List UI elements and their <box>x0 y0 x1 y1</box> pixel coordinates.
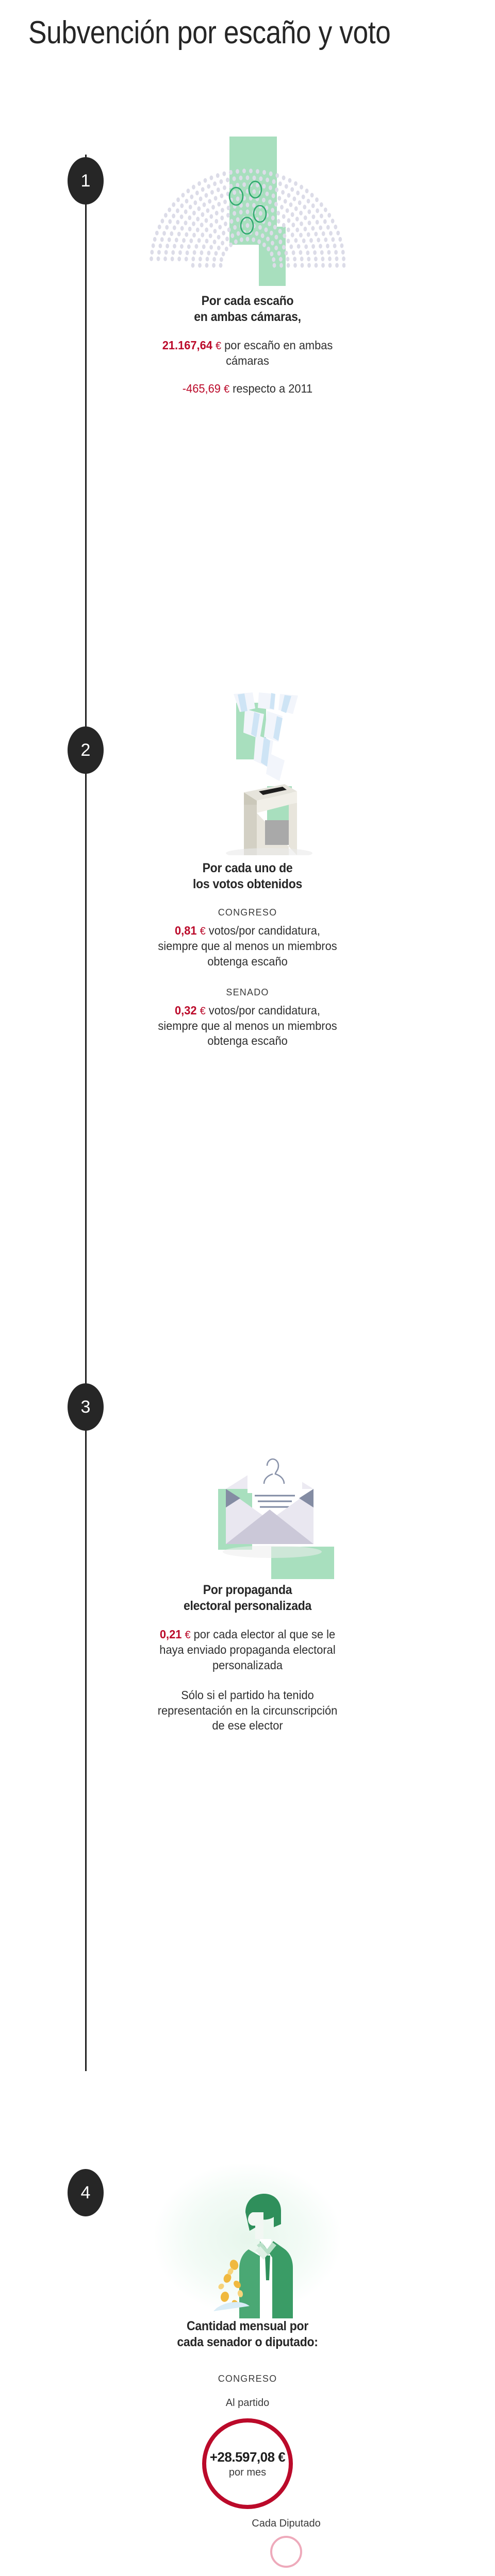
step-1-heading-line1: Por cada escaño <box>201 294 294 308</box>
step-bullet-1: 1 <box>68 157 104 205</box>
step-4-congreso-party-circle: +28.597,08 € por mes <box>202 2418 293 2509</box>
hemicycle-seats-icon <box>150 168 345 268</box>
step-2-senado-text: votos/por candidatura, siempre que al me… <box>158 1003 337 1048</box>
step-2-block: Por cada uno de los votos obtenidos CONG… <box>150 685 345 1049</box>
step-1-delta-currency: € <box>223 383 230 395</box>
envelope-letter-illustration <box>150 1437 345 1579</box>
step-4-heading-line2: cada senador o diputado: <box>177 2334 318 2349</box>
step-bullet-4: 4 <box>68 2169 104 2216</box>
ballot-box-illustration <box>150 685 345 855</box>
step-4-block: Cantidad mensual por cada senador o dipu… <box>150 2164 345 2576</box>
step-3-currency: € <box>185 1629 191 1641</box>
step-3-heading-line1: Por propaganda <box>203 1583 292 1597</box>
step-bullet-2: 2 <box>68 726 104 774</box>
step-2-congreso-currency: € <box>200 925 206 937</box>
step-2-chamber-congreso: CONGRESO <box>218 907 277 918</box>
step-2-heading-line2: los votos obtenidos <box>192 876 302 891</box>
step-4-congreso-member-label: Cada Diputado <box>252 2518 321 2529</box>
step-3-fact-text: por cada elector al que se le haya envia… <box>159 1628 336 1672</box>
step-4-congreso-party-label: Al partido <box>225 2397 270 2409</box>
step-1-delta-amount: -465,69 <box>182 381 221 395</box>
hemicycle-illustration <box>150 137 345 286</box>
step-1-fact-text: por escaño en ambas cámaras <box>224 338 333 367</box>
step-1-currency: € <box>215 340 222 352</box>
step-1-block: Por cada escaño en ambas cámaras, 21.167… <box>150 137 345 397</box>
step-3-block: Por propaganda electoral personalizada 0… <box>150 1437 345 1734</box>
ballot-box-icon <box>226 692 312 855</box>
step-2-senado-currency: € <box>200 1005 206 1017</box>
step-3-note: Sólo si el partido ha tenido representac… <box>157 1688 338 1733</box>
step-3-amount: 0,21 <box>159 1628 182 1641</box>
businessman-coins-illustration <box>150 2164 345 2318</box>
step-2-heading-line1: Por cada uno de <box>202 861 293 875</box>
step-3-heading-line2: electoral personalizada <box>183 1598 312 1613</box>
step-4-heading-line1: Cantidad mensual por <box>186 2319 309 2333</box>
step-4-congreso-party-value: +28.597,08 € <box>209 2449 286 2465</box>
timeline-axis <box>85 155 87 2071</box>
businessman-icon <box>213 2194 293 2318</box>
page-title: Subvención por escaño y voto <box>28 15 391 50</box>
step-2-chamber-senado: SENADO <box>226 987 269 997</box>
step-4-congreso-party-unit: por mes <box>228 2466 267 2478</box>
step-bullet-3: 3 <box>68 1383 104 1431</box>
step-4-chamber-congreso: CONGRESO <box>218 2374 277 2384</box>
step-4-congreso-member-circle <box>270 2536 302 2568</box>
step-2-congreso-amount: 0,81 <box>174 924 197 937</box>
step-2-congreso-text: votos/por candidatura, siempre que al me… <box>158 924 337 968</box>
step-2-senado-amount: 0,32 <box>174 1003 197 1017</box>
step-1-heading-line2: en ambas cámaras, <box>194 309 301 324</box>
step-1-amount: 21.167,64 <box>162 338 212 352</box>
envelope-icon <box>218 1449 334 1579</box>
step-1-delta-text: respecto a 2011 <box>233 381 313 395</box>
